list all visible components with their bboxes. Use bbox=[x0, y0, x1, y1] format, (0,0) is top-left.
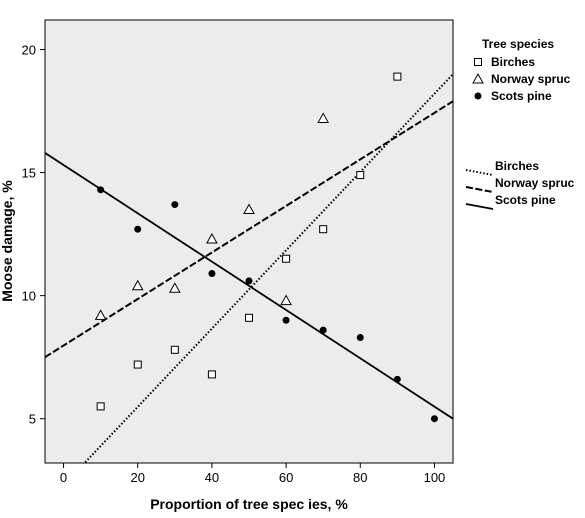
fit-line-norway-spruc bbox=[45, 100, 453, 359]
legend-line-scots-pine bbox=[465, 203, 494, 210]
point-birches bbox=[282, 254, 291, 263]
axes: 0 20 40 60 80 100 5 10 15 20 bbox=[22, 43, 446, 485]
data-points bbox=[94, 72, 438, 423]
point-norway-spruc bbox=[206, 233, 218, 244]
point-scots-pine bbox=[430, 415, 438, 423]
legend-marker-scots-pine bbox=[474, 92, 482, 100]
point-norway-spruc bbox=[168, 282, 181, 293]
plot-background bbox=[44, 19, 454, 464]
y-tick-label: 5 bbox=[29, 412, 36, 427]
point-norway-spruc bbox=[94, 309, 107, 320]
point-birches bbox=[133, 360, 142, 369]
point-scots-pine bbox=[319, 326, 327, 334]
legend-line-label-birches: Birches bbox=[495, 159, 539, 173]
x-tick-label: 40 bbox=[205, 470, 219, 485]
x-tick-label: 20 bbox=[130, 470, 144, 485]
legend-marker-label-birches: Birches bbox=[491, 55, 535, 69]
point-birches bbox=[207, 370, 216, 379]
point-scots-pine bbox=[97, 186, 105, 194]
point-birches bbox=[356, 171, 365, 180]
x-tick-label: 60 bbox=[279, 470, 293, 485]
fit-line-scots-pine bbox=[45, 152, 453, 420]
legend-line-birches bbox=[465, 169, 494, 176]
legend-marker-birches bbox=[474, 58, 482, 66]
legend-line-norway-spruc bbox=[465, 186, 494, 193]
x-tick-label: 100 bbox=[424, 470, 446, 485]
point-birches bbox=[319, 225, 328, 234]
legend: Tree species Birches Norway spruc Scots pi… bbox=[465, 37, 575, 210]
point-norway-spruc bbox=[131, 279, 144, 291]
point-norway-spruc bbox=[243, 203, 255, 215]
point-norway-spruc bbox=[317, 112, 330, 123]
point-birches bbox=[245, 313, 253, 322]
point-scots-pine bbox=[245, 277, 253, 285]
point-birches bbox=[170, 345, 179, 354]
point-scots-pine bbox=[208, 269, 216, 277]
legend-marker-label-norway-spruc: Norway spruc bbox=[491, 72, 571, 86]
x-tick-label: 0 bbox=[60, 470, 67, 485]
y-tick-label: 15 bbox=[22, 166, 36, 181]
legend-marker-norway-spruc bbox=[472, 72, 484, 84]
point-scots-pine bbox=[171, 201, 179, 209]
point-scots-pine bbox=[134, 225, 142, 233]
point-scots-pine bbox=[282, 316, 290, 324]
legend-line-label-scots-pine: Scots pine bbox=[495, 193, 556, 207]
point-norway-spruc bbox=[280, 294, 292, 306]
point-scots-pine bbox=[393, 375, 401, 383]
legend-title: Tree species bbox=[482, 37, 554, 51]
point-birches bbox=[96, 402, 105, 411]
legend-line-label-norway-spruc: Norway spruc bbox=[495, 176, 575, 190]
legend-marker-label-scots-pine: Scots pine bbox=[491, 89, 552, 103]
fit-lines bbox=[45, 73, 453, 463]
y-tick-label: 20 bbox=[22, 43, 36, 58]
point-birches bbox=[393, 72, 402, 81]
y-axis-title: Moose damage, % bbox=[0, 180, 15, 302]
x-tick-label: 80 bbox=[353, 470, 367, 485]
point-scots-pine bbox=[356, 333, 364, 341]
x-axis-title: Proportion of tree spec ies, % bbox=[150, 496, 348, 512]
y-tick-label: 10 bbox=[22, 289, 36, 304]
